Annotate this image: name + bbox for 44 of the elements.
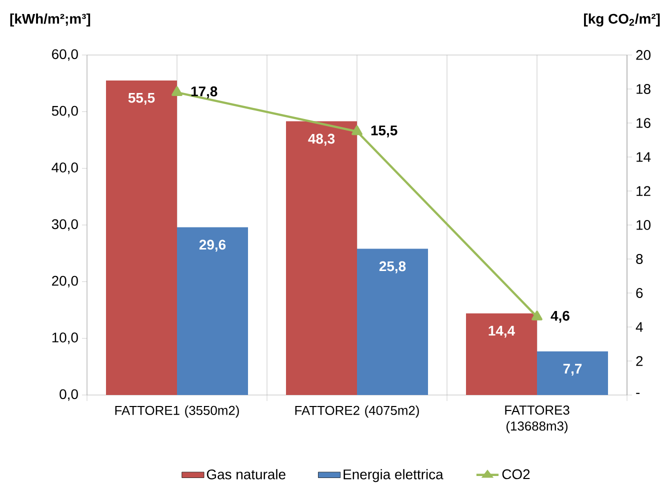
data-label: 17,8 xyxy=(191,86,218,98)
y-tick-label: 60,0 xyxy=(52,49,78,61)
legend-label: Gas naturale xyxy=(206,469,286,480)
data-label: 55,5 xyxy=(128,93,155,105)
legend-label: CO2 xyxy=(502,469,530,480)
point xyxy=(352,125,362,136)
y-tick-label: 30,0 xyxy=(52,219,78,231)
y2-tick-label: 14 xyxy=(636,152,651,162)
x-tick-label: FATTORE3 (13688m3) xyxy=(505,406,570,434)
x-tick-label: FATTORE2 (4075m2) xyxy=(295,406,419,418)
point xyxy=(532,310,542,320)
data-label: 7,7 xyxy=(563,364,582,376)
y-tick-label: 0,0 xyxy=(60,389,78,401)
y2-tick-label: 12 xyxy=(636,186,650,196)
bar xyxy=(286,121,358,395)
y2-tick-label: 4 xyxy=(636,322,643,332)
data-label: 14,4 xyxy=(488,326,516,338)
data-label: 15,5 xyxy=(371,126,398,138)
y-tick-label: 40,0 xyxy=(52,162,78,174)
data-label: 29,6 xyxy=(199,240,226,252)
point xyxy=(172,86,182,96)
y-tick-label: 10,0 xyxy=(52,332,78,344)
data-label: 25,8 xyxy=(379,261,406,274)
y-tick-label: 50,0 xyxy=(52,106,78,118)
bar xyxy=(357,248,428,395)
bar xyxy=(177,227,248,395)
bar xyxy=(466,313,538,395)
y2-tick-label: 10 xyxy=(636,220,650,230)
y2-tick-label: 18 xyxy=(636,84,650,94)
y2-tick-label: 6 xyxy=(636,288,643,298)
y2-tick-label: 20 xyxy=(636,50,650,60)
y2-tick-label: 8 xyxy=(636,254,643,264)
y-tick-label: 20,0 xyxy=(52,276,78,288)
legend-label: Energia elettrica xyxy=(344,469,444,482)
y-axis-title: [kWh/m²;m³] xyxy=(10,13,90,26)
data-label: 4,6 xyxy=(550,310,570,323)
y2-tick-label: 2 xyxy=(636,356,643,366)
y2-tick-label: 16 xyxy=(636,118,650,128)
data-label: 48,3 xyxy=(308,134,335,146)
y2-axis-title: [kg CO$_{2}$/m²] xyxy=(584,13,660,27)
y2-tick-label: - xyxy=(636,392,640,394)
bar xyxy=(106,80,178,395)
x-tick-label: FATTORE1 (3550m2) xyxy=(115,406,239,418)
bar xyxy=(537,351,608,395)
